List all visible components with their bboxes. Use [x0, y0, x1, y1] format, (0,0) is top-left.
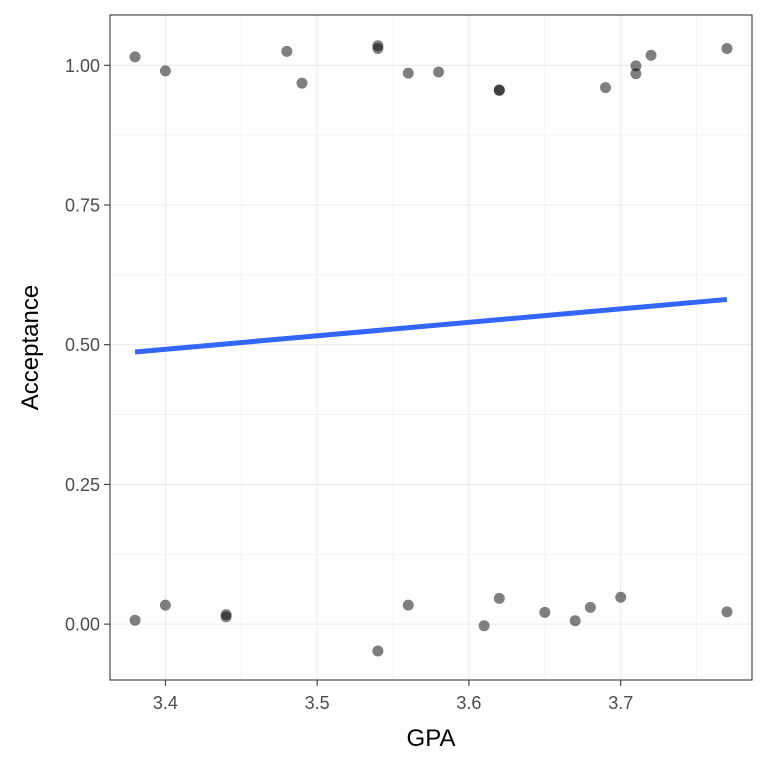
data-point [402, 599, 414, 611]
y-axis-title: Acceptance [17, 285, 44, 410]
data-point [372, 43, 384, 55]
data-point [645, 49, 657, 61]
data-point [296, 77, 308, 89]
data-point [615, 591, 627, 603]
data-point [721, 606, 733, 618]
trend-line-group [134, 296, 728, 355]
data-point [159, 599, 171, 611]
minor-gridlines [110, 15, 752, 680]
data-point [478, 620, 490, 632]
y-tick-label: 0.25 [65, 475, 100, 495]
data-points [129, 40, 733, 657]
y-tick-label: 0.00 [65, 615, 100, 635]
data-point [569, 615, 581, 627]
data-point [584, 601, 596, 613]
data-point [220, 611, 232, 623]
data-point [630, 68, 642, 80]
y-tick-label: 1.00 [65, 56, 100, 76]
x-tick-label: 3.4 [153, 693, 178, 713]
x-axis: 3.4 3.5 3.6 3.7 [153, 680, 633, 713]
x-axis-title: GPA [407, 725, 456, 752]
trend-line [134, 296, 728, 355]
y-tick-label: 0.75 [65, 196, 100, 216]
x-tick-label: 3.5 [305, 693, 330, 713]
y-tick-label: 0.50 [65, 335, 100, 355]
data-point [493, 592, 505, 604]
data-point [433, 66, 445, 78]
data-point [402, 67, 414, 79]
x-tick-label: 3.6 [456, 693, 481, 713]
data-point [721, 43, 733, 55]
data-point [600, 82, 612, 94]
data-point [630, 60, 642, 72]
y-axis: 0.00 0.25 0.50 0.75 1.00 [65, 56, 110, 635]
data-point [281, 45, 293, 57]
panel-border [109, 14, 753, 681]
data-point [493, 84, 505, 96]
data-point [129, 51, 141, 63]
data-point [129, 614, 141, 626]
data-point [372, 645, 384, 657]
data-point [159, 65, 171, 77]
data-point [539, 606, 551, 618]
x-tick-label: 3.7 [608, 693, 633, 713]
